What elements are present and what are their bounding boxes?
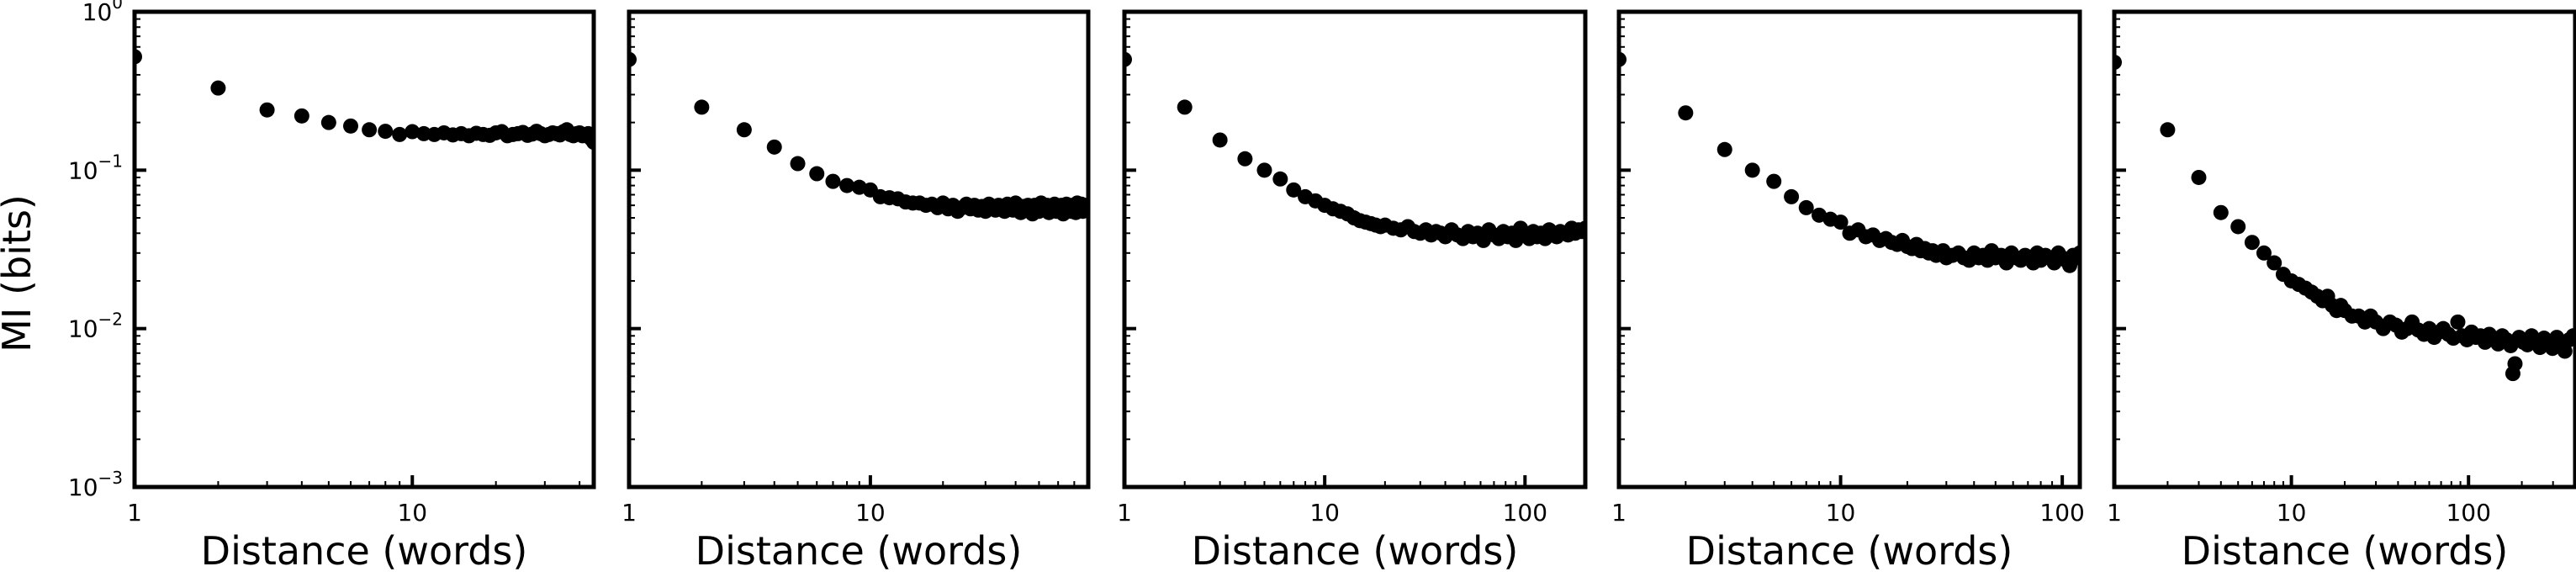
- data-point: [378, 124, 394, 140]
- data-point: [405, 124, 421, 140]
- data-point: [2256, 245, 2272, 261]
- x-axis-label: Distance (words): [2182, 528, 2509, 574]
- data-point: [736, 122, 752, 138]
- plot-frame: [1122, 9, 1588, 490]
- x-tick-label: 1: [127, 499, 142, 527]
- data-point: [1286, 182, 1302, 198]
- data-point: [1678, 105, 1694, 121]
- data-point: [2244, 235, 2260, 251]
- data-point: [1716, 141, 1732, 157]
- plot-frame: [132, 9, 596, 490]
- data-point: [1272, 171, 1288, 187]
- data-point: [1619, 51, 1627, 67]
- data-point: [629, 51, 637, 67]
- x-axis-label: Distance (words): [1686, 528, 2013, 574]
- data-point: [1256, 162, 1272, 178]
- y-tick-label: 10−3: [68, 468, 123, 501]
- data-point: [135, 49, 142, 65]
- plot-frame: [627, 9, 1091, 490]
- data-point: [1798, 199, 1814, 215]
- panel-4: 1 10 100 Distance (words): [1611, 9, 2085, 574]
- data-points: [1619, 51, 2080, 273]
- data-point: [1237, 151, 1253, 167]
- data-points: [2114, 55, 2575, 382]
- x-tick-label: 10: [1309, 499, 1340, 527]
- data-point: [1784, 188, 1800, 204]
- data-point: [2072, 245, 2080, 261]
- data-point: [2267, 255, 2282, 271]
- data-point: [1744, 162, 1760, 178]
- data-point: [766, 139, 782, 155]
- data-point: [2565, 328, 2575, 344]
- x-tick-label: 1: [2107, 499, 2122, 527]
- data-point: [1766, 173, 1782, 189]
- data-point: [1081, 202, 1088, 218]
- x-tick-label: 10: [2277, 499, 2307, 527]
- data-point: [2557, 343, 2573, 359]
- data-points: [629, 51, 1088, 222]
- data-point: [790, 156, 806, 172]
- data-point: [362, 122, 378, 138]
- data-point: [1833, 214, 1849, 230]
- data-point: [1177, 99, 1193, 115]
- plot-frame: [2112, 9, 2576, 490]
- x-tick-label: 10: [1826, 499, 1856, 527]
- data-point: [839, 177, 855, 193]
- y-axis-label: MI (bits): [0, 194, 40, 352]
- x-tick-label: 100: [2039, 499, 2084, 527]
- data-point: [694, 99, 710, 115]
- data-point: [809, 166, 825, 182]
- data-point: [342, 118, 358, 134]
- x-tick-label: 10: [855, 499, 886, 527]
- data-point: [210, 80, 226, 96]
- y-tick-label: 100: [82, 0, 123, 26]
- data-point: [2213, 204, 2229, 220]
- data-point: [1212, 132, 1228, 148]
- data-point: [2191, 169, 2207, 185]
- data-point: [2507, 356, 2523, 372]
- y-tick-label: 10−2: [68, 310, 123, 343]
- x-tick-label: 100: [2446, 499, 2490, 527]
- x-tick-label: 1: [1117, 499, 1132, 527]
- data-point: [392, 126, 408, 142]
- x-axis-label: Distance (words): [1192, 528, 1519, 574]
- data-point: [320, 114, 336, 130]
- x-tick-label: 1: [622, 499, 637, 527]
- x-axis-label: Distance (words): [201, 528, 528, 574]
- x-tick-label: 10: [397, 499, 427, 527]
- data-point: [259, 102, 275, 118]
- y-tick-label: 10−1: [68, 151, 123, 184]
- data-points: [135, 49, 594, 151]
- data-point: [2114, 55, 2122, 71]
- data-point: [1578, 220, 1585, 236]
- data-point: [2230, 219, 2246, 235]
- x-tick-label: 100: [1503, 499, 1547, 527]
- data-point: [294, 108, 309, 124]
- data-point: [1124, 51, 1132, 67]
- data-point: [825, 173, 841, 189]
- x-tick-label: 1: [1611, 499, 1627, 527]
- data-point: [586, 135, 594, 151]
- data-points: [1124, 51, 1585, 248]
- x-axis-label: Distance (words): [696, 528, 1023, 574]
- data-point: [2160, 122, 2176, 138]
- data-point: [2450, 314, 2466, 330]
